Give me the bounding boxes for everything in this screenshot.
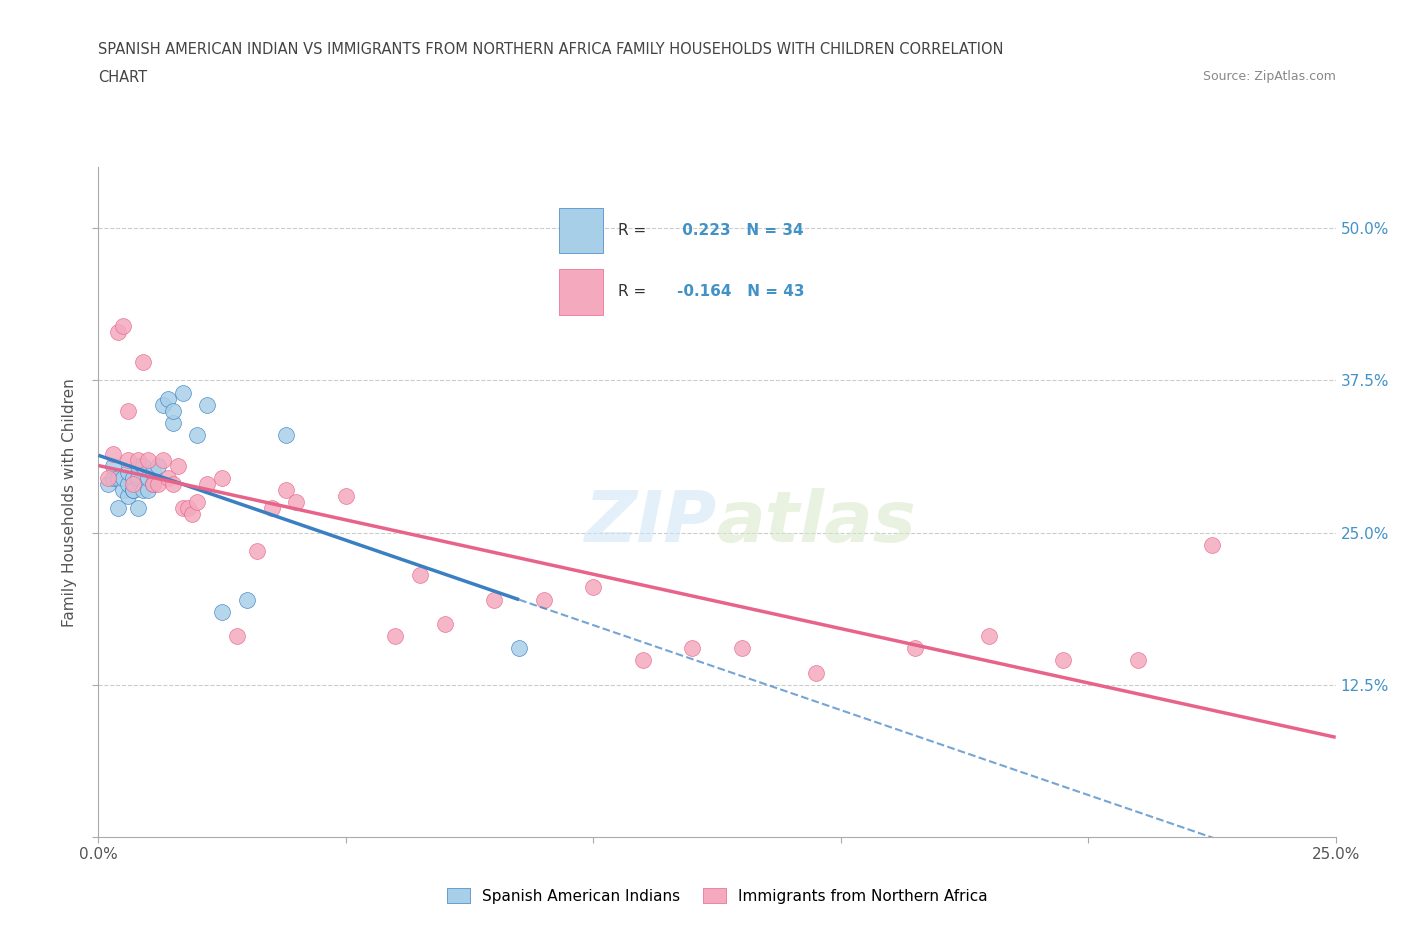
Legend: Spanish American Indians, Immigrants from Northern Africa: Spanish American Indians, Immigrants fro… bbox=[440, 882, 994, 910]
Text: atlas: atlas bbox=[717, 488, 917, 557]
Point bbox=[276, 483, 298, 498]
Point bbox=[117, 464, 139, 479]
Point bbox=[176, 501, 198, 516]
Point bbox=[904, 641, 927, 656]
Point bbox=[117, 476, 139, 491]
Point bbox=[103, 471, 125, 485]
Point bbox=[146, 476, 169, 491]
Text: CHART: CHART bbox=[98, 70, 148, 85]
Point bbox=[122, 476, 145, 491]
Point bbox=[433, 617, 456, 631]
Point bbox=[112, 483, 135, 498]
Point bbox=[142, 476, 165, 491]
Point bbox=[285, 495, 308, 510]
Point bbox=[132, 458, 155, 473]
Point bbox=[117, 452, 139, 467]
Point bbox=[1201, 538, 1223, 552]
Point bbox=[122, 471, 145, 485]
Point bbox=[107, 471, 129, 485]
Point bbox=[186, 428, 208, 443]
Point bbox=[236, 592, 259, 607]
Text: Source: ZipAtlas.com: Source: ZipAtlas.com bbox=[1202, 70, 1336, 83]
Point bbox=[731, 641, 754, 656]
Point bbox=[166, 458, 188, 473]
Point bbox=[142, 476, 165, 491]
Point bbox=[979, 629, 1001, 644]
Point bbox=[162, 416, 184, 431]
Point bbox=[1052, 653, 1074, 668]
Point bbox=[582, 580, 605, 595]
Point bbox=[195, 397, 218, 412]
Point bbox=[122, 483, 145, 498]
Point bbox=[146, 458, 169, 473]
Point bbox=[127, 458, 149, 473]
Text: ZIP: ZIP bbox=[585, 488, 717, 557]
Point bbox=[127, 471, 149, 485]
Point bbox=[112, 318, 135, 333]
Point bbox=[122, 483, 145, 498]
Point bbox=[409, 568, 432, 583]
Point bbox=[181, 507, 204, 522]
Point bbox=[117, 488, 139, 503]
Point bbox=[162, 404, 184, 418]
Point bbox=[195, 476, 218, 491]
Point bbox=[117, 404, 139, 418]
Point bbox=[103, 446, 125, 461]
Point bbox=[186, 495, 208, 510]
Point bbox=[132, 354, 155, 369]
Point bbox=[112, 471, 135, 485]
Point bbox=[226, 629, 249, 644]
Point bbox=[132, 483, 155, 498]
Point bbox=[156, 392, 179, 406]
Point bbox=[335, 488, 357, 503]
Point bbox=[384, 629, 406, 644]
Point bbox=[804, 665, 827, 680]
Point bbox=[508, 641, 530, 656]
Point bbox=[107, 325, 129, 339]
Point bbox=[97, 476, 120, 491]
Text: SPANISH AMERICAN INDIAN VS IMMIGRANTS FROM NORTHERN AFRICA FAMILY HOUSEHOLDS WIT: SPANISH AMERICAN INDIAN VS IMMIGRANTS FR… bbox=[98, 42, 1004, 57]
Point bbox=[142, 464, 165, 479]
Point bbox=[172, 385, 194, 400]
Point bbox=[276, 428, 298, 443]
Point bbox=[127, 452, 149, 467]
Point bbox=[152, 397, 174, 412]
Point bbox=[681, 641, 703, 656]
Point bbox=[162, 476, 184, 491]
Point bbox=[260, 501, 283, 516]
Point bbox=[136, 483, 159, 498]
Point bbox=[211, 471, 233, 485]
Point bbox=[152, 452, 174, 467]
Point bbox=[136, 452, 159, 467]
Point bbox=[136, 471, 159, 485]
Point bbox=[533, 592, 555, 607]
Point bbox=[484, 592, 506, 607]
Y-axis label: Family Households with Children: Family Households with Children bbox=[62, 378, 77, 627]
Point bbox=[211, 604, 233, 619]
Point bbox=[631, 653, 654, 668]
Point bbox=[107, 501, 129, 516]
Point bbox=[172, 501, 194, 516]
Point bbox=[246, 543, 269, 558]
Point bbox=[103, 458, 125, 473]
Point bbox=[97, 471, 120, 485]
Point bbox=[156, 471, 179, 485]
Point bbox=[1126, 653, 1149, 668]
Point bbox=[127, 501, 149, 516]
